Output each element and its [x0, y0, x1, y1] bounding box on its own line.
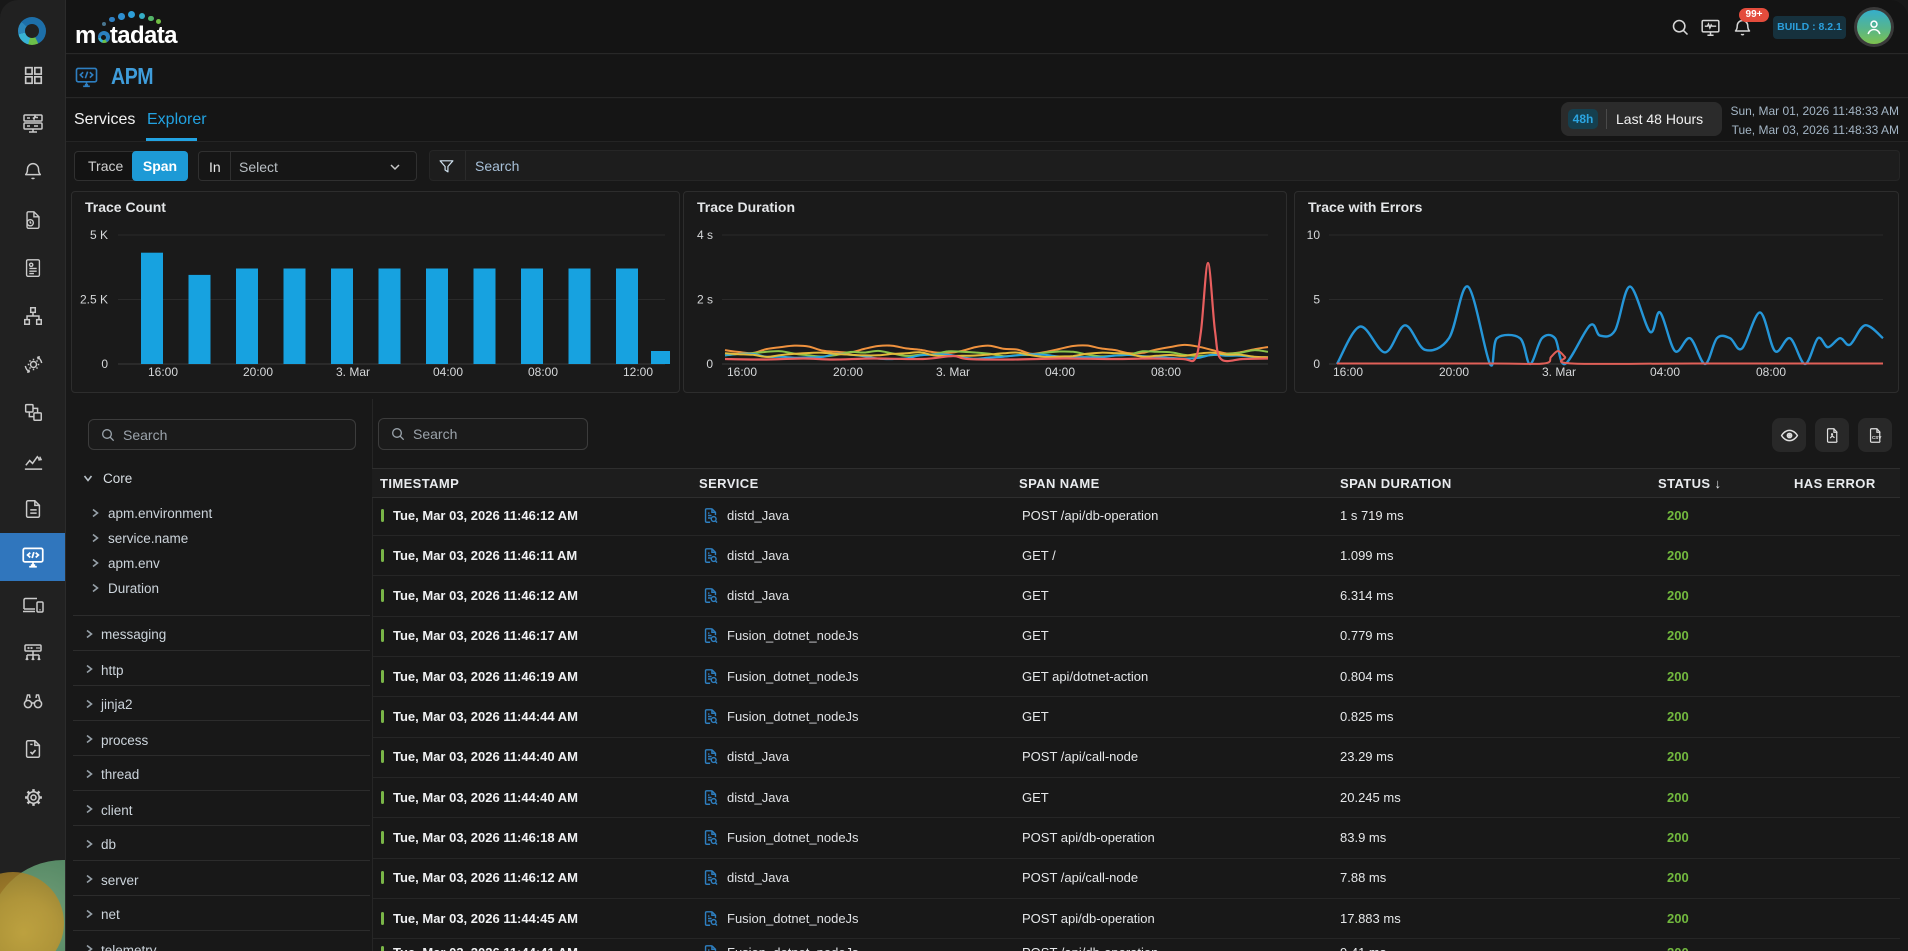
svg-text:08:00: 08:00: [528, 365, 558, 379]
svg-text:04:00: 04:00: [1650, 365, 1680, 379]
svg-text:16:00: 16:00: [727, 365, 757, 379]
svg-text:08:00: 08:00: [1756, 365, 1786, 379]
svg-text:12:00: 12:00: [623, 365, 653, 379]
svg-text:CSV: CSV: [1871, 435, 1881, 440]
svg-text:20:00: 20:00: [243, 365, 273, 379]
svg-text:Trace Duration: Trace Duration: [697, 199, 795, 215]
svg-text:16:00: 16:00: [148, 365, 178, 379]
svg-text:04:00: 04:00: [1045, 365, 1075, 379]
svg-text:10: 10: [1307, 228, 1321, 242]
svg-text:08:00: 08:00: [1151, 365, 1181, 379]
svg-text:Trace Count: Trace Count: [85, 199, 166, 215]
svg-text:04:00: 04:00: [433, 365, 463, 379]
svg-text:4 s: 4 s: [697, 228, 713, 242]
svg-text:20:00: 20:00: [833, 365, 863, 379]
svg-text:3. Mar: 3. Mar: [1542, 365, 1576, 379]
svg-text:0: 0: [101, 357, 108, 371]
svg-text:20:00: 20:00: [1439, 365, 1469, 379]
svg-text:2 s: 2 s: [697, 293, 713, 307]
svg-text:5: 5: [1313, 293, 1320, 307]
svg-text:5 K: 5 K: [90, 228, 108, 242]
svg-text:Trace with Errors: Trace with Errors: [1308, 199, 1423, 215]
svg-text:0: 0: [706, 357, 713, 371]
svg-text:0: 0: [1313, 357, 1320, 371]
svg-text:3. Mar: 3. Mar: [936, 365, 970, 379]
svg-text:16:00: 16:00: [1333, 365, 1363, 379]
svg-text:2.5 K: 2.5 K: [80, 293, 108, 307]
svg-text:3. Mar: 3. Mar: [336, 365, 370, 379]
